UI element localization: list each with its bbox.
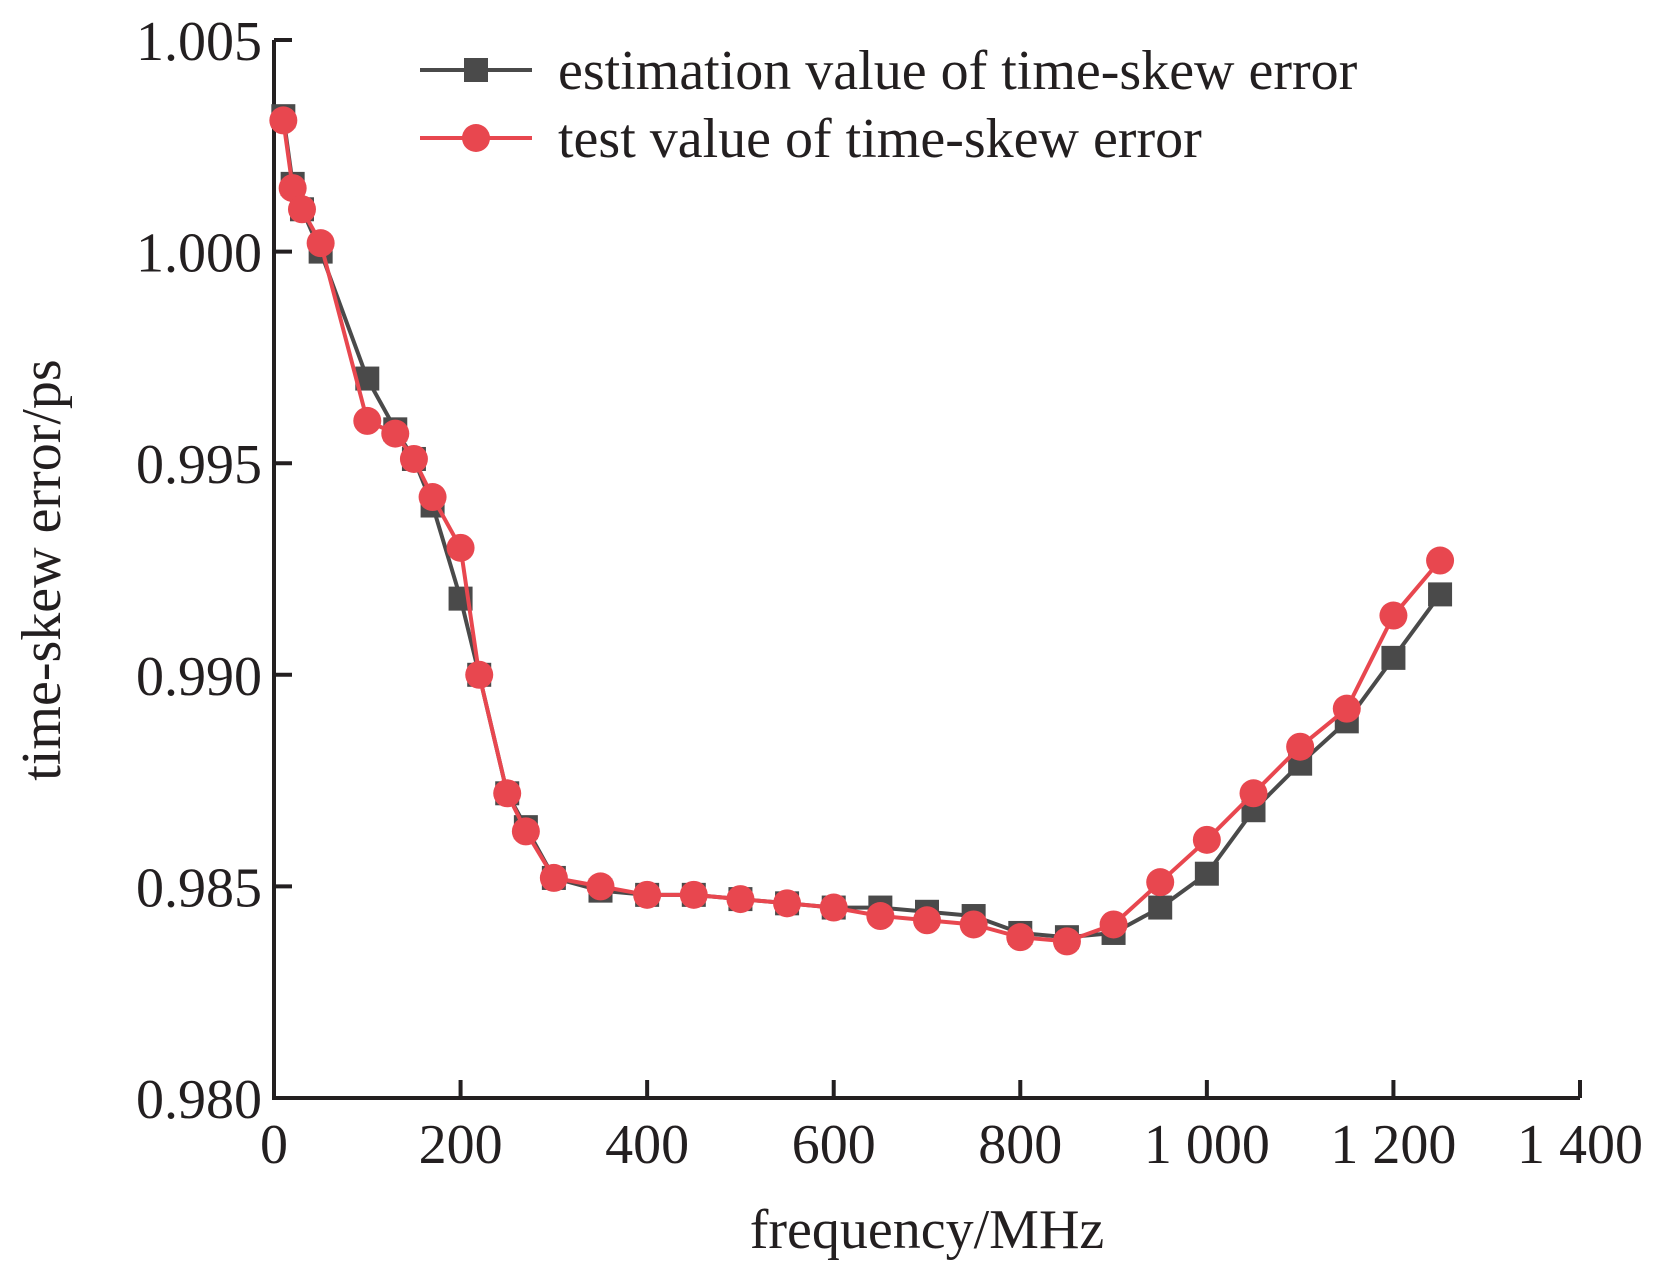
data-point-circle (493, 779, 522, 808)
x-ticks: 0 200 400 600 800 1 000 1 200 1 400 (260, 1080, 1643, 1176)
data-point-circle (1379, 601, 1408, 630)
x-tick-label: 0 (260, 1114, 288, 1176)
data-point-circle (679, 880, 708, 909)
data-point-circle (959, 910, 988, 939)
data-point-circle (913, 906, 941, 935)
y-tick-label: 1.005 (136, 11, 262, 73)
data-point-circle (418, 483, 447, 512)
data-point-square (1428, 582, 1453, 607)
data-point-circle (399, 444, 428, 473)
series-test (269, 106, 1455, 956)
data-point-circle (446, 533, 475, 562)
data-point-circle (539, 863, 568, 892)
series-line (281, 120, 1442, 944)
y-tick-label: 1.000 (136, 223, 262, 285)
x-tick-label: 600 (792, 1114, 876, 1176)
data-point-circle (1192, 825, 1221, 854)
data-point-square (1381, 645, 1406, 670)
axes (272, 40, 1580, 1100)
data-point-circle (1006, 923, 1035, 952)
y-tick-label: 0.990 (136, 646, 262, 708)
data-point-circle (633, 880, 662, 909)
data-point-circle (381, 419, 410, 448)
y-tick-label: 0.980 (136, 1069, 262, 1131)
data-point-circle (511, 817, 540, 846)
legend-item-test: test value of time-skew error (420, 108, 1202, 170)
y-axis-title: time-skew error/ps (11, 359, 73, 780)
x-tick-label: 1 400 (1517, 1114, 1643, 1176)
series-layer (269, 104, 1455, 956)
x-tick-label: 1 000 (1144, 1114, 1270, 1176)
legend-square-marker (464, 58, 488, 82)
data-point-circle (1426, 546, 1455, 575)
data-point-circle (1332, 694, 1361, 723)
data-point-circle (1239, 779, 1268, 808)
data-point-circle (1286, 732, 1315, 761)
series-line (281, 115, 1442, 940)
y-ticks: 0.980 0.985 0.990 0.995 1.000 1.005 (136, 11, 292, 1131)
legend-label-estimation: estimation value of time-skew error (558, 40, 1358, 102)
data-point-circle (819, 893, 848, 922)
data-point-circle (773, 889, 802, 918)
data-point-circle (866, 902, 895, 931)
data-point-square (1148, 895, 1173, 920)
x-tick-label: 800 (978, 1114, 1062, 1176)
data-point-circle (726, 885, 755, 914)
data-point-circle (1146, 868, 1175, 897)
data-point-circle (269, 106, 298, 135)
data-point-square (1194, 861, 1219, 886)
x-tick-label: 400 (605, 1114, 689, 1176)
y-tick-label: 0.985 (136, 857, 262, 919)
data-point-circle (1052, 927, 1081, 956)
data-point-circle (465, 660, 494, 689)
data-point-circle (287, 195, 316, 224)
data-point-circle (1099, 910, 1128, 939)
data-point-circle (353, 406, 382, 435)
y-tick-label: 0.995 (136, 434, 262, 496)
legend-item-estimation: estimation value of time-skew error (420, 40, 1358, 102)
x-axis-title: frequency/MHz (750, 1199, 1105, 1261)
x-tick-label: 1 200 (1330, 1114, 1456, 1176)
data-point-circle (306, 229, 335, 258)
data-point-circle (586, 872, 615, 901)
x-tick-label: 200 (419, 1114, 503, 1176)
legend: estimation value of time-skew error test… (420, 40, 1358, 170)
legend-circle-marker (462, 124, 490, 152)
data-point-circle (278, 174, 307, 203)
legend-label-test: test value of time-skew error (558, 108, 1202, 170)
